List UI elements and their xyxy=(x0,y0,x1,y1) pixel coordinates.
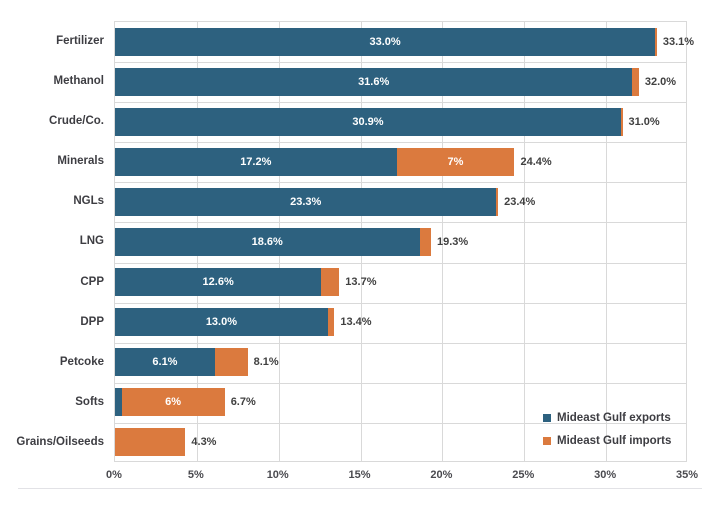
category-label-lng: LNG xyxy=(79,235,104,248)
x-tick-label: 5% xyxy=(187,469,204,481)
total-label: 24.4% xyxy=(520,155,552,168)
total-label: 4.3% xyxy=(191,436,217,449)
category-label-petcoke: Petcoke xyxy=(59,355,104,368)
bar-label-exports: 12.6% xyxy=(202,276,234,289)
bar-imports-grains-oilseeds xyxy=(115,428,186,457)
bar-label-exports: 13.0% xyxy=(205,316,238,329)
gridline-horizontal xyxy=(115,262,686,264)
bar-label-imports: 6% xyxy=(165,396,182,409)
legend-label: Mideast Gulf exports xyxy=(557,411,671,424)
x-tick-label: 30% xyxy=(594,469,617,481)
x-tick-label: 0% xyxy=(106,469,122,481)
total-label: 32.0% xyxy=(644,75,677,88)
bar-imports-petcoke xyxy=(214,348,248,377)
total-label: 23.4% xyxy=(504,195,536,208)
x-tick-label: 20% xyxy=(430,469,453,481)
gridline-vertical xyxy=(606,22,608,461)
plot-area: 33.0% 33.1% 31.6% 32.0% 30.9% 31.0% 17.2% 7% 24.… xyxy=(114,21,694,462)
bar-imports-methanol xyxy=(632,67,639,96)
x-tick-label: 15% xyxy=(348,469,371,481)
gridline-horizontal xyxy=(115,382,686,384)
bar-label-exports: 17.2% xyxy=(240,155,272,168)
legend-item: Mideast Gulf imports xyxy=(543,429,671,452)
category-label-methanol: Methanol xyxy=(53,75,104,88)
legend-label: Mideast Gulf imports xyxy=(557,434,672,447)
x-tick-label: 35% xyxy=(675,469,699,481)
bar-label-exports: 31.6% xyxy=(358,75,390,88)
bar-exports-methanol xyxy=(115,67,633,96)
bar-exports-crude-co- xyxy=(115,107,621,136)
bar-label-exports: 30.9% xyxy=(352,115,384,128)
gridline-horizontal xyxy=(115,222,686,224)
bar-imports-softs xyxy=(121,388,225,417)
x-tick-label: 25% xyxy=(512,469,535,481)
category-label-softs: Softs xyxy=(75,395,104,408)
gridline-horizontal xyxy=(115,102,686,104)
gridline-horizontal xyxy=(115,182,686,184)
category-label-minerals: Minerals xyxy=(57,155,104,168)
legend: Mideast Gulf exports Mideast Gulf imports xyxy=(543,406,671,452)
legend-swatch-icon xyxy=(543,436,551,445)
bar-label-exports: 6.1% xyxy=(152,356,178,369)
total-label: 13.4% xyxy=(340,316,372,329)
total-label: 19.3% xyxy=(436,236,469,248)
bar-exports-softs xyxy=(115,388,122,417)
bar-imports-fertilizer xyxy=(655,27,657,56)
legend-item: Mideast Gulf exports xyxy=(543,406,671,429)
bar-imports-cpp xyxy=(321,268,340,297)
category-label-crude-co-: Crude/Co. xyxy=(49,115,104,128)
bar-exports-cpp xyxy=(115,268,322,297)
legend-swatch-icon xyxy=(543,413,551,422)
total-label: 33.1% xyxy=(662,35,695,48)
bar-imports-dpp xyxy=(327,308,335,337)
total-label: 8.1% xyxy=(253,356,279,369)
bar-label-exports: 18.6% xyxy=(251,236,283,248)
bar-label-exports: 33.0% xyxy=(369,35,401,48)
bar-exports-minerals xyxy=(115,147,397,176)
category-label-ngls: NGLs xyxy=(73,195,104,208)
bar-exports-petcoke xyxy=(115,348,215,377)
bottom-divider xyxy=(18,488,702,489)
bar-exports-fertilizer xyxy=(115,27,656,56)
total-label: 6.7% xyxy=(230,396,256,409)
gridline-vertical xyxy=(524,22,526,461)
total-label: 31.0% xyxy=(628,115,660,128)
bar-exports-dpp xyxy=(115,308,328,337)
gridline-vertical xyxy=(442,22,444,461)
gridline-horizontal xyxy=(115,422,686,424)
bar-exports-lng xyxy=(115,228,420,256)
bar-imports-ngls xyxy=(496,187,499,216)
gridline-horizontal xyxy=(115,142,686,144)
bar-exports-ngls xyxy=(115,187,497,216)
bar-imports-crude-co- xyxy=(620,107,623,136)
bar-label-imports: 7% xyxy=(447,155,464,168)
bar-label-exports: 23.3% xyxy=(290,195,322,208)
category-label-dpp: DPP xyxy=(80,315,104,328)
gridline-horizontal xyxy=(115,62,686,64)
total-label: 13.7% xyxy=(345,276,377,289)
bar-imports-minerals xyxy=(396,147,515,176)
category-label-cpp: CPP xyxy=(80,275,104,288)
gridline-horizontal xyxy=(115,302,686,304)
x-tick-label: 10% xyxy=(266,469,289,481)
gridline-horizontal xyxy=(115,342,686,344)
bar-imports-lng xyxy=(419,228,431,256)
category-label-grains-oilseeds: Grains/Oilseeds xyxy=(16,435,104,448)
category-label-fertilizer: Fertilizer xyxy=(56,35,104,48)
